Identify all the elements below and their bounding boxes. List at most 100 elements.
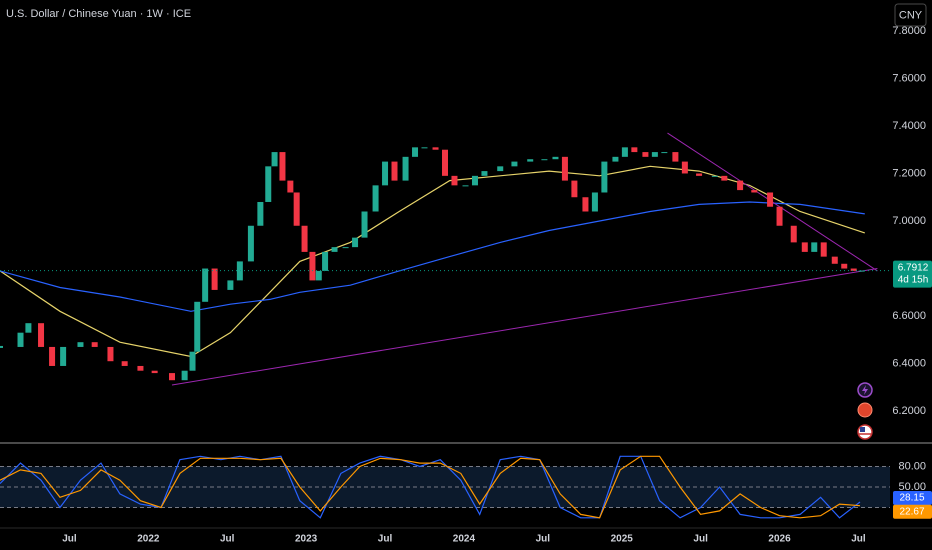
- candle: [471, 175, 478, 186]
- candle: [60, 346, 67, 366]
- candle: [352, 237, 359, 248]
- candle: [591, 192, 598, 212]
- candle: [342, 247, 349, 249]
- currency-button-frame[interactable]: [894, 3, 927, 27]
- candle: [612, 156, 619, 162]
- candle: [236, 261, 243, 281]
- candle: [202, 268, 209, 302]
- candle: [287, 180, 294, 193]
- currency-button[interactable]: CNY: [894, 3, 927, 27]
- candle: [776, 206, 783, 226]
- candle: [751, 190, 758, 193]
- candle: [91, 342, 98, 347]
- last-price-label: 6.7912: [898, 262, 929, 273]
- x-tick-label: Jul: [378, 534, 393, 545]
- candle: [481, 171, 488, 176]
- candle: [651, 152, 658, 157]
- candle: [497, 166, 504, 172]
- candle: [121, 361, 128, 366]
- moving-average-line: [0, 165, 865, 358]
- candle: [309, 251, 316, 281]
- y-tick-label: 7.4000: [892, 120, 926, 132]
- y-tick-label: 7.6000: [892, 72, 926, 84]
- x-tick-label: 2023: [295, 534, 318, 545]
- candle: [511, 161, 518, 167]
- candle: [402, 156, 409, 181]
- candle: [432, 147, 439, 150]
- candle: [181, 370, 188, 381]
- candle: [820, 242, 827, 257]
- candle: [169, 373, 176, 381]
- x-tick-label: 2022: [137, 534, 160, 545]
- candle: [527, 159, 534, 162]
- candle: [189, 351, 196, 371]
- candle: [279, 152, 286, 181]
- candle: [672, 152, 679, 162]
- y-tick-label: 6.2000: [892, 405, 926, 417]
- candle: [582, 197, 589, 212]
- value-badge: [893, 490, 932, 505]
- candle: [801, 242, 808, 252]
- candle: [681, 161, 688, 174]
- candle: [462, 185, 469, 187]
- candle: [858, 270, 865, 272]
- candle: [737, 180, 744, 191]
- candle: [767, 192, 774, 207]
- candle: [17, 332, 24, 347]
- candle: [107, 346, 114, 362]
- value-badge-label: 22.67: [899, 506, 924, 517]
- candle: [265, 166, 272, 202]
- candle: [247, 225, 254, 262]
- value-badge-label: 28.15: [899, 493, 924, 504]
- candle: [790, 225, 797, 243]
- x-tick-label: Jul: [536, 534, 551, 545]
- candle: [601, 161, 608, 193]
- candle: [442, 149, 448, 176]
- candle: [49, 346, 56, 366]
- candle: [382, 161, 389, 186]
- x-tick-label: 2024: [453, 534, 476, 545]
- candle: [257, 201, 264, 226]
- candle: [137, 365, 144, 371]
- candle: [451, 175, 458, 186]
- candle: [271, 152, 278, 167]
- candle: [561, 156, 568, 181]
- candle: [811, 242, 818, 252]
- flag-canton: [860, 427, 865, 432]
- moving-average-line: [0, 201, 865, 312]
- last-price-badge: [893, 260, 932, 288]
- x-tick-label: Jul: [220, 534, 235, 545]
- candle: [211, 268, 218, 290]
- x-tick-label: Jul: [851, 534, 866, 545]
- axis-label-layer: 7.8000 7.6000 7.4000 7.2000 7.0000 6.6000 6.40…: [62, 25, 932, 545]
- candle: [38, 323, 45, 347]
- y-tick-label: 80.00: [898, 460, 926, 472]
- plot-layer: [0, 132, 890, 519]
- x-tick-label: 2026: [768, 534, 791, 545]
- candle: [552, 156, 559, 160]
- candle: [331, 247, 338, 252]
- currency-label[interactable]: CNY: [899, 9, 923, 21]
- candle: [831, 256, 838, 264]
- candle: [151, 370, 158, 374]
- candle: [315, 270, 322, 281]
- event-icon[interactable]: [857, 402, 873, 418]
- value-badge: [893, 504, 932, 519]
- candle: [721, 175, 728, 181]
- candle: [227, 280, 234, 290]
- x-tick-label: Jul: [62, 534, 77, 545]
- candle: [571, 180, 578, 198]
- y-tick-label: 7.2000: [892, 167, 926, 179]
- x-tick-label: 2025: [611, 534, 634, 545]
- chart-title: U.S. Dollar / Chinese Yuan · 1W · ICE: [6, 8, 191, 20]
- candle: [661, 152, 668, 154]
- candle: [0, 345, 3, 348]
- indicator-icons: [857, 382, 873, 440]
- y-tick-label: 7.8000: [892, 25, 926, 37]
- candle: [696, 173, 703, 176]
- candle: [391, 161, 398, 181]
- candle: [850, 268, 857, 271]
